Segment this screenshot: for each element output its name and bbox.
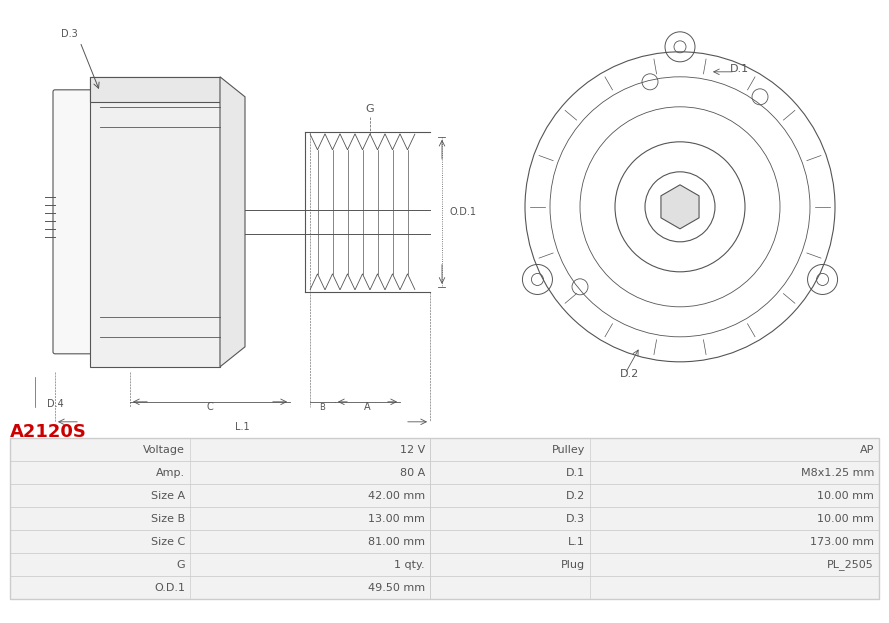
Text: D.4: D.4	[46, 399, 63, 409]
Text: D.2: D.2	[565, 490, 585, 501]
Polygon shape	[90, 77, 220, 102]
Text: 1 qty.: 1 qty.	[395, 559, 425, 569]
Text: L.1: L.1	[235, 422, 249, 432]
Text: Pulley: Pulley	[552, 445, 585, 455]
FancyBboxPatch shape	[430, 438, 879, 461]
Text: D.3: D.3	[566, 513, 585, 523]
Text: Size C: Size C	[151, 536, 185, 546]
Text: Plug: Plug	[561, 559, 585, 569]
Polygon shape	[661, 185, 699, 229]
Text: D.3: D.3	[61, 29, 78, 39]
Text: Voltage: Voltage	[143, 445, 185, 455]
Text: AP: AP	[860, 445, 874, 455]
Text: G: G	[176, 559, 185, 569]
Polygon shape	[220, 77, 245, 367]
Text: D.1: D.1	[566, 468, 585, 478]
Text: Size B: Size B	[151, 513, 185, 523]
Text: Amp.: Amp.	[156, 468, 185, 478]
Text: G: G	[365, 104, 374, 114]
Text: A: A	[364, 402, 371, 412]
Text: D.1: D.1	[730, 64, 749, 74]
Text: O.D.1: O.D.1	[450, 207, 477, 217]
FancyBboxPatch shape	[10, 576, 430, 599]
Text: A2120S: A2120S	[10, 423, 87, 441]
Text: D.2: D.2	[620, 369, 639, 379]
Text: M8x1.25 mm: M8x1.25 mm	[801, 468, 874, 478]
FancyBboxPatch shape	[430, 461, 879, 484]
Text: 10.00 mm: 10.00 mm	[817, 513, 874, 523]
Text: B: B	[319, 403, 325, 412]
Text: O.D.1: O.D.1	[154, 583, 185, 592]
FancyBboxPatch shape	[10, 461, 430, 484]
FancyBboxPatch shape	[10, 484, 430, 507]
FancyBboxPatch shape	[430, 553, 879, 576]
FancyBboxPatch shape	[430, 484, 879, 507]
FancyBboxPatch shape	[53, 90, 97, 354]
FancyBboxPatch shape	[10, 507, 430, 530]
FancyBboxPatch shape	[430, 530, 879, 553]
Text: L.1: L.1	[568, 536, 585, 546]
FancyBboxPatch shape	[10, 438, 430, 461]
Text: PL_2505: PL_2505	[828, 559, 874, 570]
FancyBboxPatch shape	[10, 530, 430, 553]
Text: 49.50 mm: 49.50 mm	[368, 583, 425, 592]
Text: 173.00 mm: 173.00 mm	[810, 536, 874, 546]
Text: 10.00 mm: 10.00 mm	[817, 490, 874, 501]
FancyBboxPatch shape	[10, 553, 430, 576]
Text: 13.00 mm: 13.00 mm	[368, 513, 425, 523]
Text: 80 A: 80 A	[400, 468, 425, 478]
Text: C: C	[206, 402, 213, 412]
Polygon shape	[90, 77, 220, 367]
Text: 81.00 mm: 81.00 mm	[368, 536, 425, 546]
FancyBboxPatch shape	[430, 507, 879, 530]
FancyBboxPatch shape	[430, 576, 879, 599]
Text: Size A: Size A	[151, 490, 185, 501]
Text: 42.00 mm: 42.00 mm	[368, 490, 425, 501]
Text: 12 V: 12 V	[400, 445, 425, 455]
